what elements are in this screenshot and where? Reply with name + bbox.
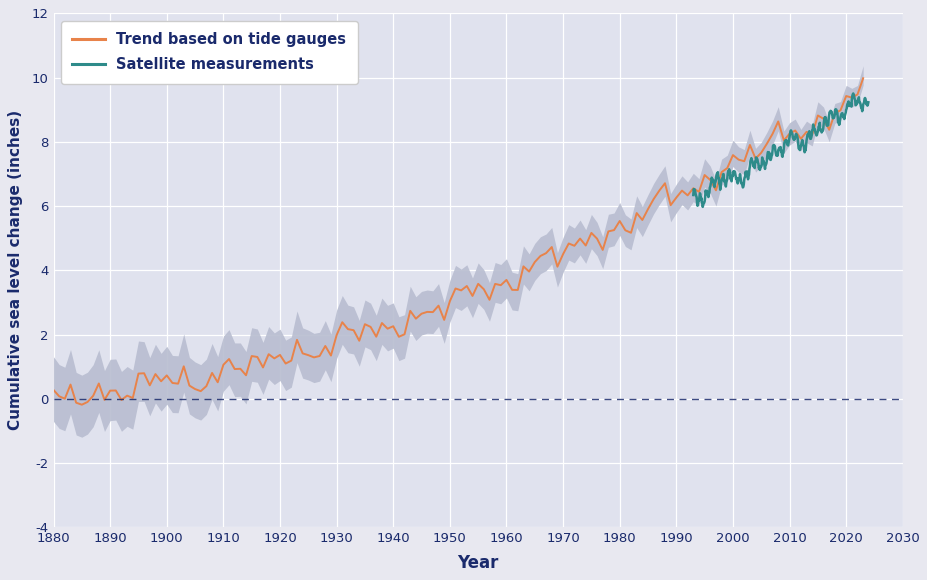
- X-axis label: Year: Year: [457, 554, 499, 572]
- Y-axis label: Cumulative sea level change (inches): Cumulative sea level change (inches): [8, 110, 23, 430]
- Legend: Trend based on tide gauges, Satellite measurements: Trend based on tide gauges, Satellite me…: [61, 21, 358, 84]
